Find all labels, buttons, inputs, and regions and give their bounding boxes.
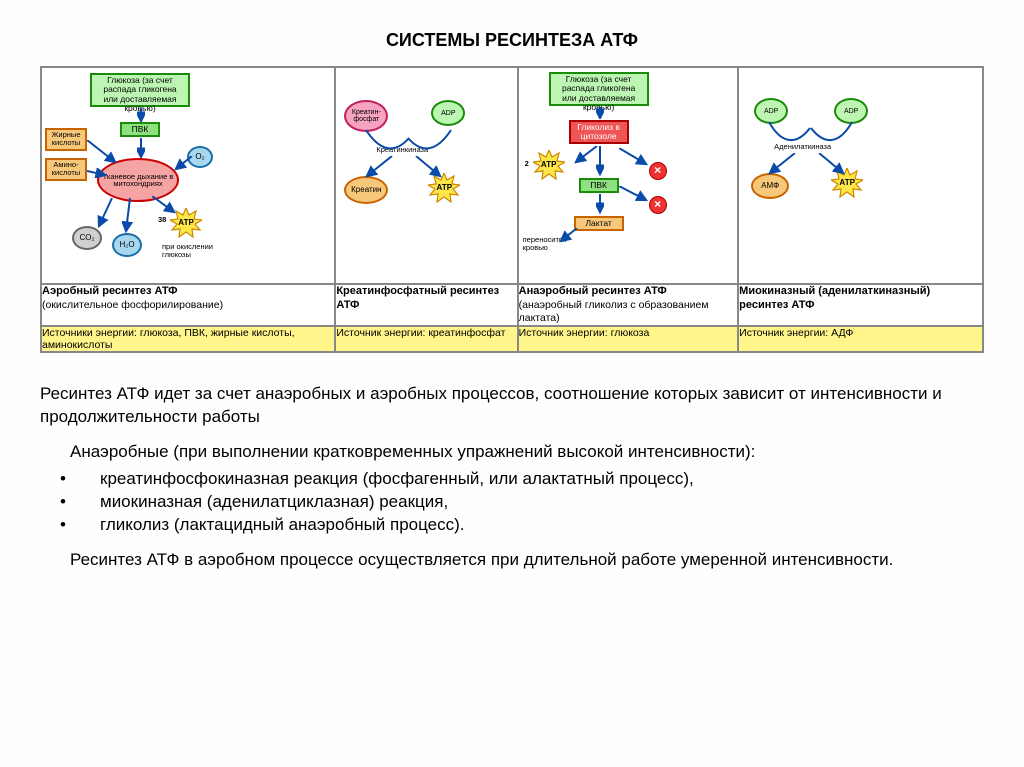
bullet-list: креатинфосфокиназная реакция (фосфагенны… — [40, 468, 984, 537]
amino-box: Амино-кислоты — [45, 158, 87, 181]
adp1-oval: ADP — [754, 98, 788, 124]
aerobic-name: Аэробный ресинтез АТФ(окислительное фосф… — [41, 284, 335, 326]
atp-count: 38 — [158, 216, 166, 224]
page-title: СИСТЕМЫ РЕСИНТЕЗА АТФ — [40, 30, 984, 51]
blocked-2: × — [649, 196, 667, 214]
cp-oval: Креатин-фосфат — [344, 100, 388, 132]
paragraph-2: Анаэробные (при выполнении кратковременн… — [40, 441, 984, 464]
blocked-1: × — [649, 162, 667, 180]
pvk-box: ПВК — [120, 122, 160, 137]
pvk-box: ПВК — [579, 178, 619, 193]
myokinase-source: Источник энергии: АДФ — [738, 326, 983, 352]
systems-table-wrap: Глюкоза (за счет распада гликогена или д… — [40, 66, 984, 353]
fat-box: Жирные кислоты — [45, 128, 87, 151]
atp-star: АТР — [533, 150, 565, 180]
systems-table: Глюкоза (за счет распада гликогена или д… — [40, 66, 984, 353]
h2o-oval: H₂O — [112, 233, 142, 257]
enzyme-label: Креатинкиназа — [376, 146, 428, 154]
cp-name: Креатинфосфатный ресинтез АТФ — [335, 284, 517, 326]
myokinase-diagram: ADP ADP Аденилаткиназа АМФ АТР — [739, 68, 889, 283]
atp-star: АТР — [831, 168, 863, 198]
paragraph-1: Ресинтез АТФ идет за счет анаэробных и а… — [40, 383, 984, 429]
glucose-box: Глюкоза (за счет распада гликогена или д… — [549, 72, 649, 106]
note-label: переносится кровью — [523, 236, 573, 251]
name-row: Аэробный ресинтез АТФ(окислительное фосф… — [41, 284, 983, 326]
bullet-2: миокиназная (аденилатциклазная) реакция, — [60, 491, 984, 514]
note-label: при окислении глюкозы — [162, 243, 217, 258]
adp2-oval: ADP — [834, 98, 868, 124]
atp-star: АТР — [428, 173, 460, 203]
co2-oval: CO₂ — [72, 226, 102, 250]
diagram-row: Глюкоза (за счет распада гликогена или д… — [41, 67, 983, 284]
respiration-oval: Тканевое дыхание в митохондриях — [97, 158, 179, 202]
lactate-box: Лактат — [574, 216, 624, 231]
anaerobic-diagram: Глюкоза (за счет распада гликогена или д… — [519, 68, 684, 283]
aerobic-source: Источники энергии: глюкоза, ПВК, жирные … — [41, 326, 335, 352]
bullet-3: гликолиз (лактацидный анаэробный процесс… — [60, 514, 984, 537]
adp-oval: ADP — [431, 100, 465, 126]
myokinase-name: Миокиназный (аденилаткиназный) ресинтез … — [738, 284, 983, 326]
creatine-oval: Креатин — [344, 176, 388, 204]
atp-star: АТР — [170, 208, 202, 238]
paragraph-3: Ресинтез АТФ в аэробном процессе осущест… — [40, 549, 984, 572]
cp-source: Источник энергии: креатинфосфат — [335, 326, 517, 352]
o2-oval: O₂ — [187, 146, 213, 168]
atp-count: 2 — [525, 160, 529, 168]
aerobic-diagram: Глюкоза (за счет распада гликогена или д… — [42, 68, 217, 283]
amp-oval: АМФ — [751, 173, 789, 199]
cp-diagram: Креатин-фосфат ADP Креатинкиназа Креатин… — [336, 68, 486, 283]
bullet-1: креатинфосфокиназная реакция (фосфагенны… — [60, 468, 984, 491]
glucose-box: Глюкоза (за счет распада гликогена или д… — [90, 73, 190, 107]
anaerobic-source: Источник энергии: глюкоза — [518, 326, 739, 352]
source-row: Источники энергии: глюкоза, ПВК, жирные … — [41, 326, 983, 352]
glycolysis-box: Гликолиз в цитозоле — [569, 120, 629, 144]
anaerobic-name: Анаэробный ресинтез АТФ(анаэробный глико… — [518, 284, 739, 326]
enzyme-label: Аденилаткиназа — [774, 143, 831, 151]
